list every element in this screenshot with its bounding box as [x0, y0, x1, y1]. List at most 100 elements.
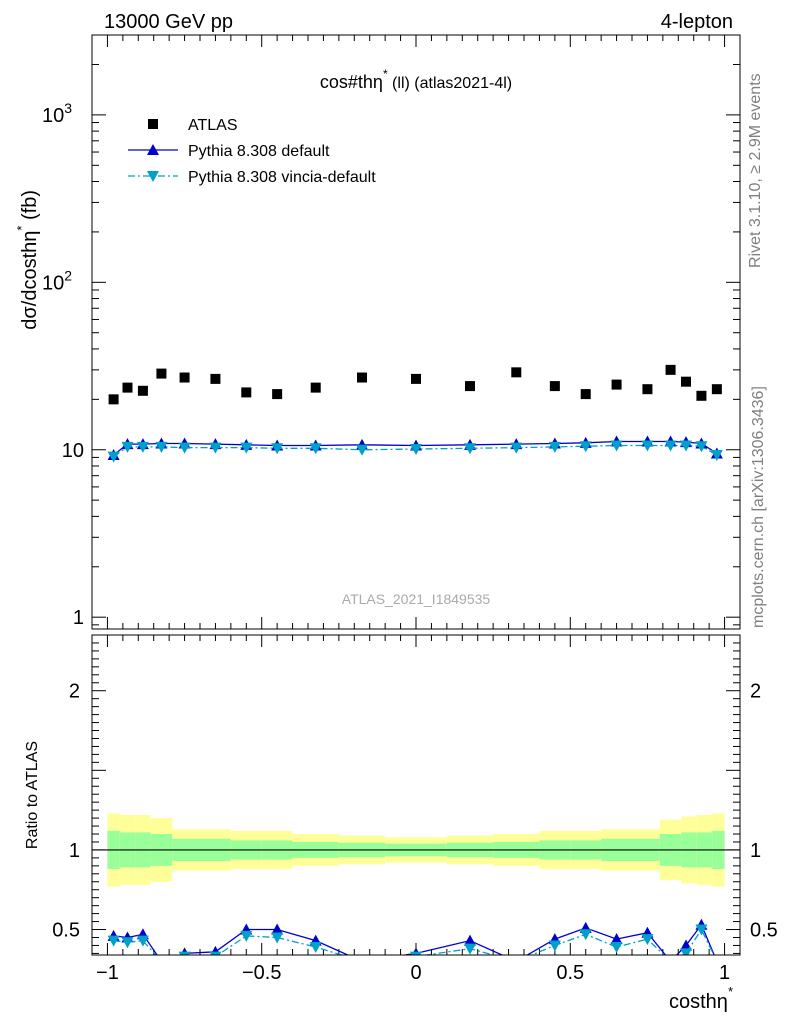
x-tick-label: −0.5: [242, 962, 281, 984]
ratio-series-point: [665, 956, 677, 967]
ratio-series-point: [464, 934, 476, 946]
main-plot-marks: [107, 364, 723, 463]
main-series-point: [178, 442, 191, 454]
ratio-frame: [91, 634, 741, 956]
main-series-point: [579, 441, 592, 453]
ratio-series-point: [610, 942, 623, 954]
y-tick-label: 1: [73, 607, 84, 629]
main-series-point: [610, 440, 623, 452]
main-series-point: [664, 440, 677, 452]
main-series-point: [641, 440, 654, 452]
rivet-label: Rivet 3.1.10, ≥ 2.9M events: [747, 73, 764, 268]
main-series-point: [310, 382, 321, 393]
ratio-y-tick-label: 1: [750, 840, 761, 862]
ratio-y-tick-label: 0.5: [52, 920, 80, 942]
ratio-y-tick-label: 0.5: [750, 920, 778, 942]
ratio-series-point: [309, 942, 322, 954]
main-series-point: [122, 382, 133, 393]
ratio-series-point: [680, 948, 692, 955]
main-series-point: [710, 450, 723, 462]
ratio-series-point: [641, 934, 654, 946]
ratio-series-point: [510, 956, 522, 967]
ratio-series-point: [510, 955, 522, 966]
ratio-series-point: [579, 929, 592, 941]
ratio-ylabel: Ratio to ATLAS: [24, 741, 41, 849]
x-axis-label: costhη*: [669, 984, 733, 1013]
main-series-point: [210, 373, 221, 384]
main-series-point: [548, 441, 561, 453]
main-series-point: [681, 376, 691, 387]
ratio-series-point: [136, 935, 149, 947]
ratio-series-point: [155, 955, 167, 966]
main-series-point: [107, 451, 120, 463]
ratio-y-tick-label: 2: [69, 681, 80, 703]
ratio-series-line: [113, 928, 715, 955]
ratio-series-point: [410, 951, 422, 955]
main-series-point: [696, 390, 707, 401]
x-tick-label: 0.5: [556, 962, 584, 984]
main-title: cos#thη* (ll) (atlas2021-4l): [320, 67, 512, 92]
main-series-point: [711, 384, 722, 395]
main-series-point: [549, 381, 560, 392]
ratio-series-point: [610, 933, 623, 945]
main-series-point: [136, 441, 149, 453]
ratio-series-point: [356, 955, 368, 966]
x-tick-label: −1: [96, 962, 119, 984]
x-tick-label: 0: [410, 962, 421, 984]
legend-marker: [147, 171, 159, 182]
main-series-point: [410, 444, 422, 456]
main-series-point: [271, 443, 284, 455]
main-series-point: [356, 444, 368, 456]
x-tick-label: 1: [719, 962, 730, 984]
ratio-series-point: [271, 923, 284, 935]
main-series-point: [156, 368, 167, 379]
ratio-series-line: [113, 923, 715, 955]
main-series-point: [511, 367, 522, 378]
main-series-point: [121, 441, 134, 453]
y-tick-label: 102: [42, 267, 72, 294]
main-series-point: [179, 372, 190, 383]
ratio-series-point: [121, 937, 134, 949]
ratio-series-point: [240, 930, 253, 942]
legend-marker: [148, 119, 158, 129]
ratio-series-point: [271, 932, 284, 944]
main-series-point: [241, 387, 252, 398]
ratio-y-tick-label: 2: [750, 681, 761, 703]
main-series-point: [510, 442, 523, 454]
main-ylabel: dσ/dcosthη* (fb): [14, 190, 41, 330]
main-series-point: [357, 372, 367, 383]
legend-label: ATLAS: [188, 117, 238, 134]
main-series-point: [240, 442, 253, 454]
header-right: 4-lepton: [661, 11, 733, 33]
main-series-point: [137, 385, 148, 396]
ratio-series-point: [209, 951, 222, 955]
main-series-point: [680, 440, 692, 452]
legend-marker: [147, 144, 159, 155]
main-series-point: [108, 394, 119, 405]
ratio-plot-marks: [92, 849, 740, 967]
ratio-series-point: [464, 943, 476, 955]
main-series-point: [209, 442, 222, 454]
main-series-point: [580, 389, 591, 400]
main-series-point: [155, 441, 168, 453]
mcplots-label: mcplots.cern.ch [arXiv:1306.3436]: [750, 386, 767, 628]
ratio-series-point: [548, 940, 561, 952]
ratio-axis-ticks: −1 −0.5 0 0.5 1 0.5 0.5 1 1 2 2: [52, 635, 778, 984]
ratio-series-point: [356, 956, 368, 967]
ratio-series-point: [107, 935, 120, 947]
main-series-point: [309, 443, 322, 455]
legend-label: Pythia 8.308 default: [188, 143, 330, 160]
main-series-point: [665, 364, 676, 375]
main-axis-ticks: 1 10 102 103: [42, 34, 741, 629]
legend-label: Pythia 8.308 vincia-default: [188, 169, 376, 186]
ratio-series-point: [178, 951, 191, 955]
ratio-series-point: [665, 955, 677, 966]
legend: ATLAS Pythia 8.308 default Pythia 8.308 vi…: [128, 117, 376, 186]
main-series-point: [272, 389, 283, 400]
main-series-point: [465, 381, 475, 392]
main-series-point: [642, 384, 653, 395]
y-tick-label: 10: [62, 440, 84, 462]
main-series-point: [611, 379, 622, 390]
main-series-point: [695, 441, 708, 453]
